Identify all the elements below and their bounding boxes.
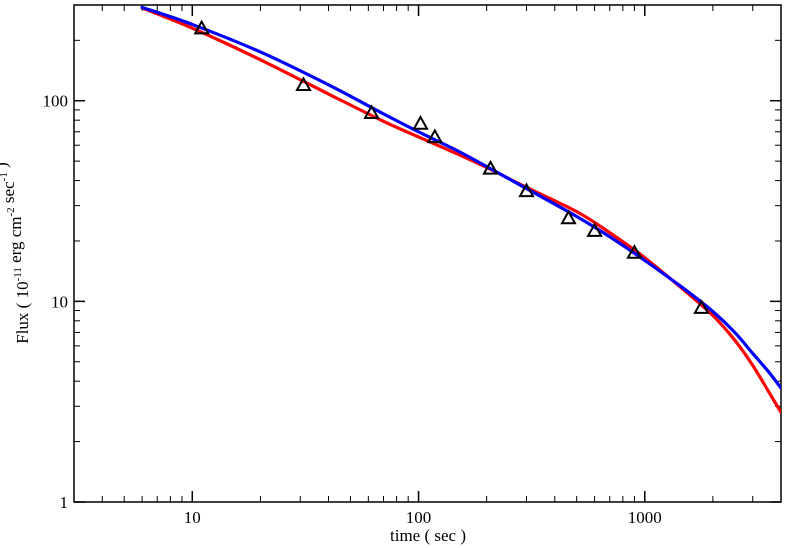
major-ticks <box>74 5 781 503</box>
y-axis-title-part: sec <box>0 181 18 207</box>
x-tick-label: 10 <box>184 508 201 527</box>
fit-curve-red <box>140 6 781 414</box>
fit-curves <box>140 5 781 414</box>
data-point-triangle <box>518 182 535 198</box>
tick-labels: 10 100 1000 1 10 100 <box>43 92 662 527</box>
data-point-triangle <box>586 222 603 237</box>
y-axis-title-part: ) <box>0 162 11 172</box>
y-axis-title-exponent: -11 <box>12 267 24 281</box>
data-point-triangle <box>626 244 643 259</box>
data-point-triangle <box>426 128 444 144</box>
y-tick-label: 10 <box>51 292 68 311</box>
data-point-triangle <box>560 209 577 225</box>
data-point-triangle <box>482 159 499 175</box>
y-axis-title: Flux ( 10-11 erg cm-2 sec-1 ) <box>0 162 32 344</box>
x-tick-label: 1000 <box>628 508 662 527</box>
y-tick-label: 100 <box>43 92 69 111</box>
data-markers <box>193 19 710 314</box>
data-point-triangle <box>295 76 312 92</box>
plot-frame <box>73 4 782 503</box>
data-point-triangle <box>363 104 380 120</box>
data-point-triangle <box>693 299 710 314</box>
x-tick-label: 100 <box>406 508 432 527</box>
y-tick-label: 1 <box>60 493 69 512</box>
y-axis-title-part: Flux ( 10 <box>13 281 32 343</box>
y-axis-title-exponent: -2 <box>5 207 17 216</box>
data-point-triangle <box>412 114 429 130</box>
minor-ticks <box>73 4 782 503</box>
x-axis-title: time ( sec ) <box>390 526 466 545</box>
fit-curve-blue <box>140 5 781 390</box>
y-axis-title-exponent: -1 <box>0 172 10 181</box>
y-axis-title-part: erg cm <box>6 216 25 267</box>
data-point-triangle <box>193 19 210 35</box>
